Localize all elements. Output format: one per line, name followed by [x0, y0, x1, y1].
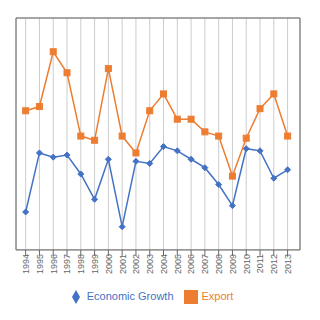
svg-text:2007: 2007: [200, 254, 210, 274]
svg-text:2000: 2000: [104, 254, 114, 274]
svg-text:2003: 2003: [145, 254, 155, 274]
svg-text:2013: 2013: [283, 254, 293, 274]
svg-text:2008: 2008: [214, 254, 224, 274]
svg-text:2011: 2011: [255, 254, 265, 273]
svg-text:2012: 2012: [269, 254, 279, 274]
svg-text:1994: 1994: [21, 254, 31, 274]
svg-text:1999: 1999: [90, 254, 100, 274]
svg-text:2001: 2001: [118, 254, 128, 274]
svg-text:2010: 2010: [242, 254, 252, 274]
html-text:Export: Export: [201, 289, 234, 302]
svg-text:2005: 2005: [173, 254, 183, 274]
svg-text:1997: 1997: [62, 254, 72, 274]
svg-text:1995: 1995: [35, 254, 45, 274]
svg-text:2009: 2009: [228, 254, 238, 274]
svg-text:1998: 1998: [76, 254, 86, 274]
svg-text:1996: 1996: [49, 254, 59, 274]
svg-text:2006: 2006: [186, 254, 196, 274]
svg-text:2004: 2004: [159, 254, 169, 274]
svg-text:2002: 2002: [131, 254, 141, 274]
html-text:Economic Growth: Economic Growth: [86, 289, 174, 302]
